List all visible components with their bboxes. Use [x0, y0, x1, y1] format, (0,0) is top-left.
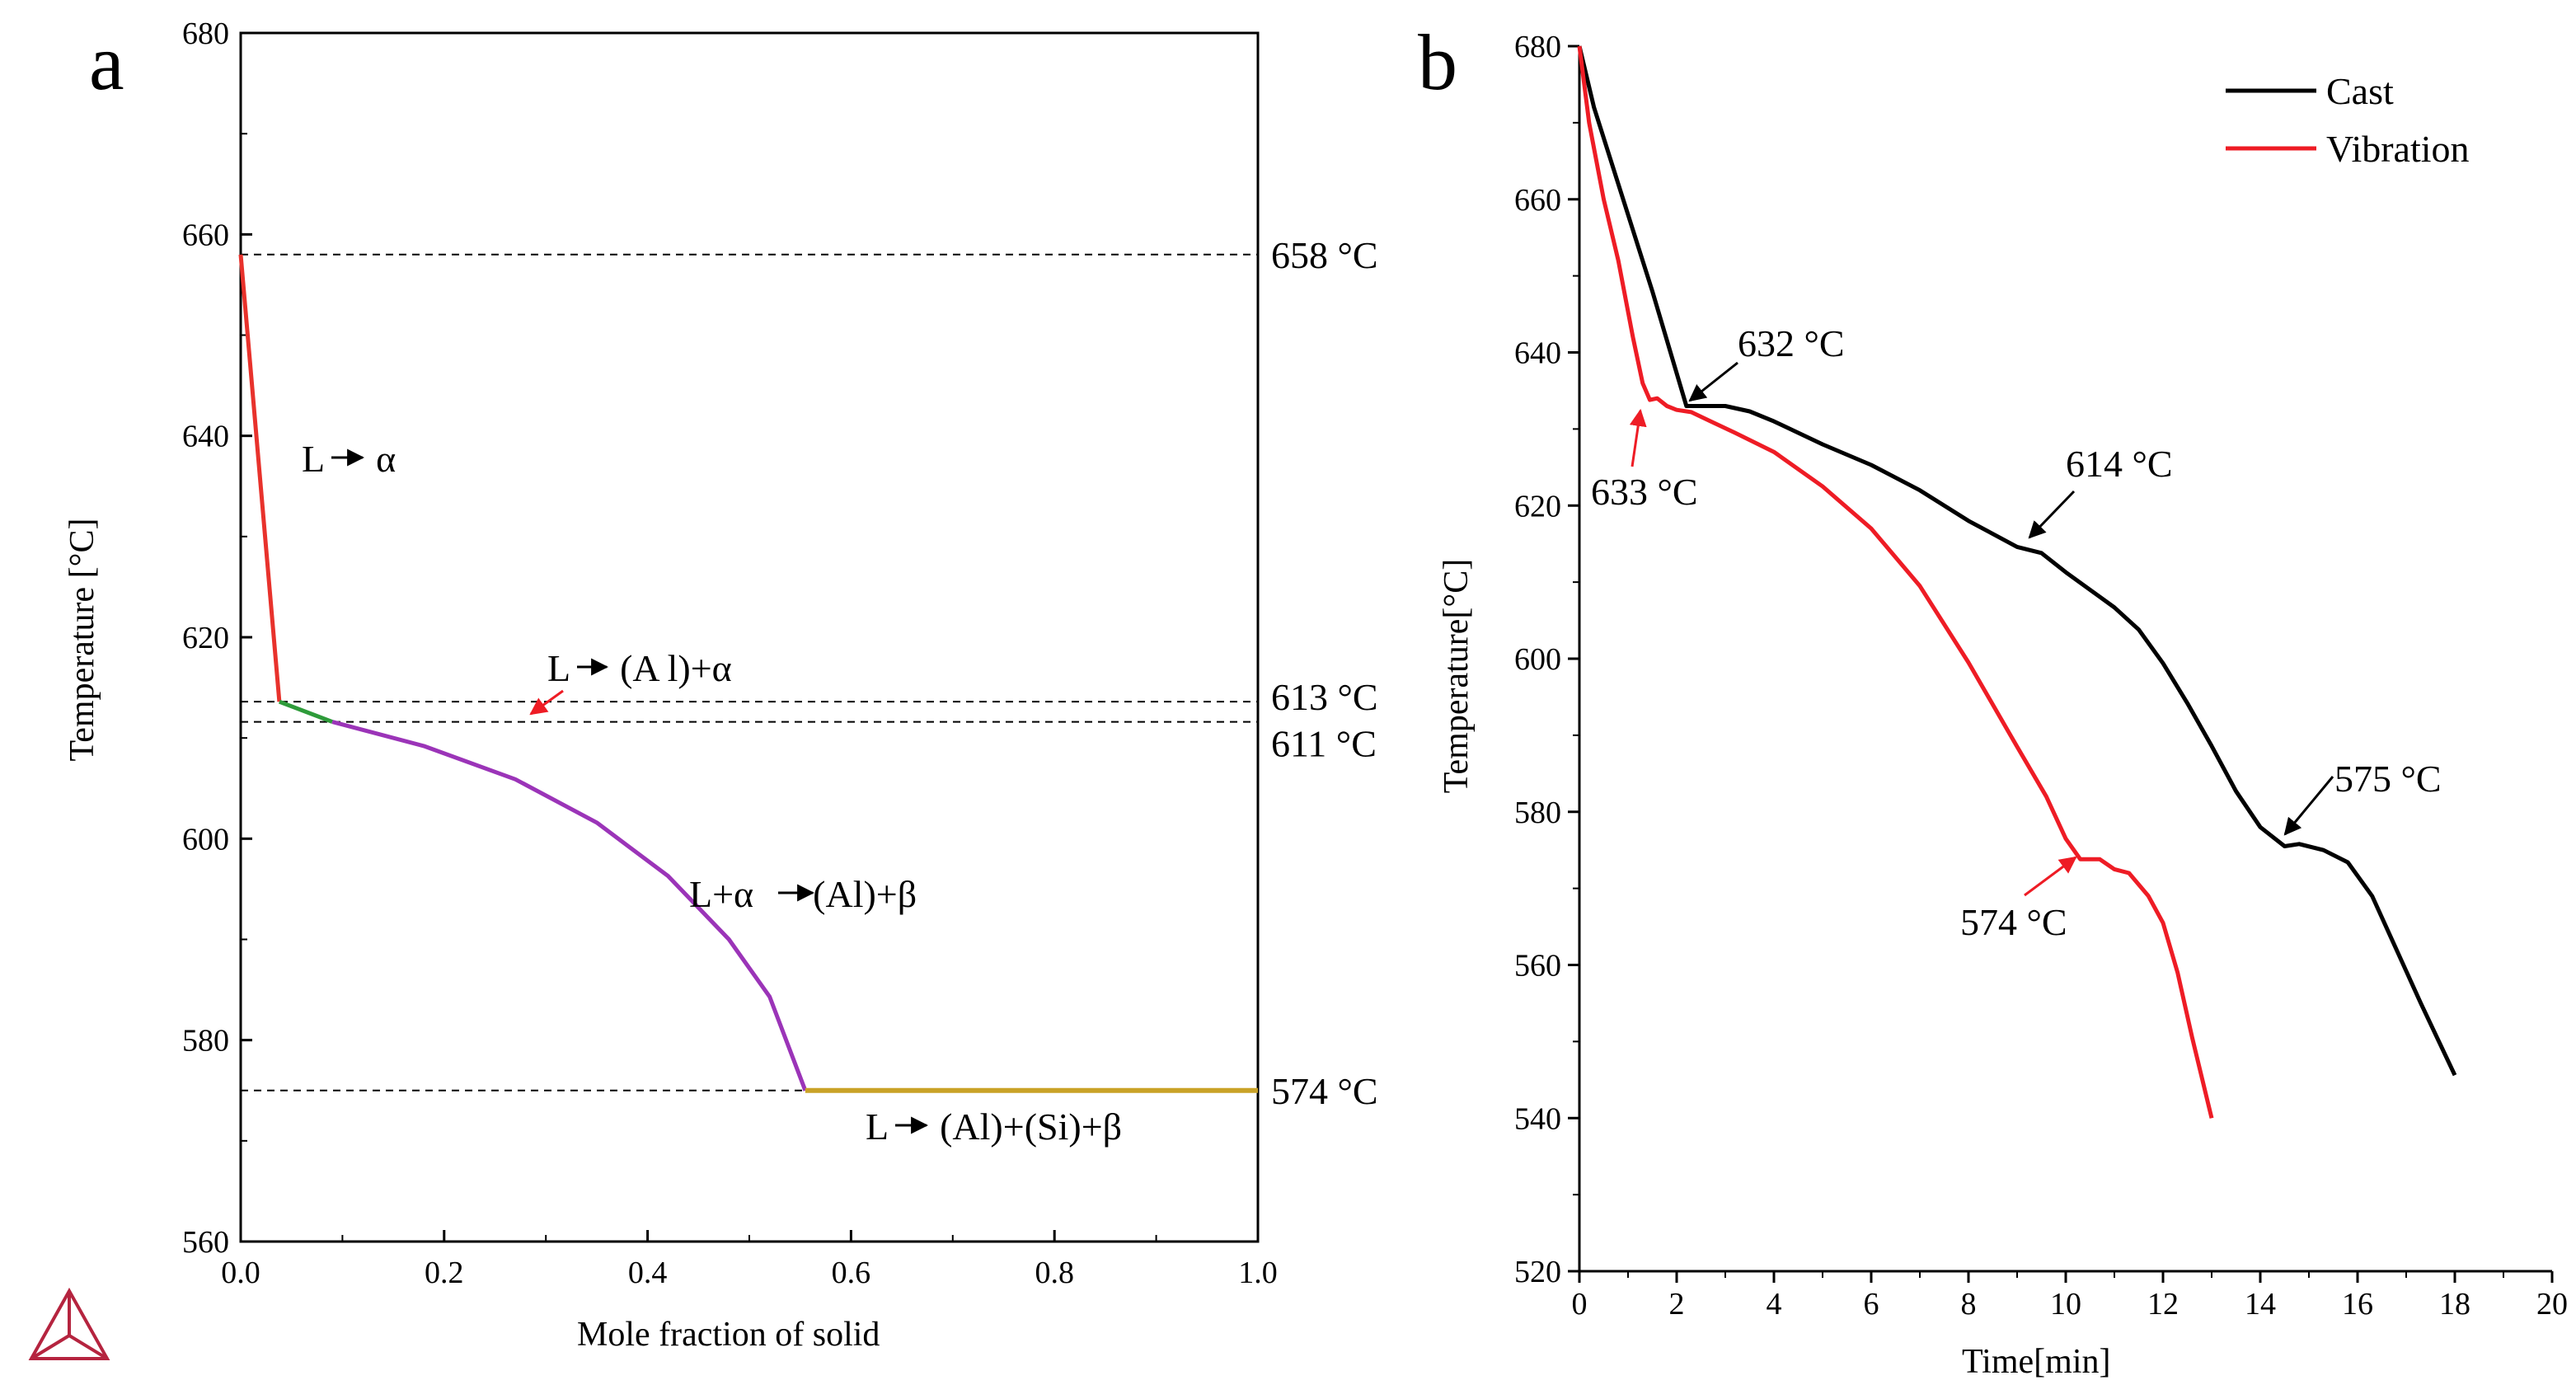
anno-l-al-alpha-post: (A l)+α	[620, 647, 732, 689]
panel-a-series-line	[279, 699, 333, 724]
anno-l-alpha-post: α	[376, 438, 396, 480]
anno-cast-614-arrow	[2028, 490, 2076, 539]
panel-a-x-tick-label: 0.8	[1035, 1256, 1074, 1290]
panel-a-reference-label: 611 °C	[1271, 723, 1377, 765]
panel-b-y-axis-label: Temperature[°C]	[1438, 559, 1476, 793]
anno-cast-614: 614 °C	[2066, 443, 2173, 485]
panel-a-y-tick-label: 640	[182, 420, 229, 454]
panel-a-series-line	[238, 254, 282, 702]
panel-a-y-axis-label: Temperature [°C]	[63, 519, 101, 762]
legend-label-vibration: Vibration	[2326, 128, 2470, 170]
anno-vib-574-arrow	[2024, 856, 2077, 897]
panel-b-y-tick-label: 660	[1514, 183, 1561, 218]
panel-b-y-tick-label: 640	[1514, 336, 1561, 371]
anno-l-al-si-beta-post: (Al)+(Si)+β	[940, 1106, 1122, 1148]
anno-cast-632: 632 °C	[1738, 322, 1845, 364]
panel-a-y-tick-label: 680	[182, 16, 229, 51]
panel-b-x-tick-label: 4	[1767, 1287, 1782, 1322]
panel-b-y-tick-label: 620	[1514, 489, 1561, 523]
panel-a-x-tick-label: 1.0	[1238, 1256, 1278, 1290]
panel-a-y-axis: 560 580 600 620 640 660 680	[182, 16, 252, 1260]
panel-b-x-tick-label: 16	[2342, 1287, 2373, 1322]
panel-a-series-line	[331, 720, 808, 1092]
panel-b-letter: b	[1418, 18, 1457, 106]
panel-a-y-tick-label: 600	[182, 822, 229, 857]
triangle-logo-icon	[28, 1287, 110, 1360]
anno-l-alpha-al-beta: L+α (Al)+β	[689, 873, 917, 915]
anno-l-alpha-pre: L	[302, 438, 325, 480]
panel-b-series-line-cast	[1577, 45, 2457, 1077]
panel-b-series-line-vibration	[1577, 45, 2214, 1119]
panel-b-y-tick-label: 680	[1514, 30, 1561, 64]
panel-a-x-tick-label: 0.4	[628, 1256, 668, 1290]
panel-a-x-tick-label: 0.6	[832, 1256, 871, 1290]
panel-a-reference-label: 574 °C	[1271, 1070, 1378, 1112]
panel-a-reference-label: 658 °C	[1271, 234, 1378, 276]
panel-b-x-tick-label: 20	[2536, 1287, 2568, 1322]
panel-a-y-tick-label: 660	[182, 218, 229, 252]
panel-a-y-tick-label: 560	[182, 1225, 229, 1260]
panel-b-x-tick-label: 10	[2050, 1287, 2081, 1322]
panel-a-y-tick-label: 580	[182, 1024, 229, 1059]
panel-b-y-tick-label: 580	[1514, 796, 1561, 830]
panel-b: b 520 540 560 580 600 620 640 660 680 0 2 4 6 8 10 12 1…	[1418, 18, 2568, 1381]
panel-b-x-tick-label: 18	[2439, 1287, 2470, 1322]
panel-b-y-tick-label: 560	[1514, 949, 1561, 984]
anno-l-al-si-beta-pre: L	[866, 1106, 889, 1148]
anno-cast-575-arrow	[2283, 776, 2334, 836]
anno-l-alpha-al-beta-pre: L+α	[689, 873, 753, 915]
panel-a-reference-lines: 658 °C 613 °C 611 °C 574 °C	[241, 234, 1378, 1112]
panel-b-x-axis-label: Time[min]	[1962, 1343, 2110, 1381]
panel-b-y-tick-label: 540	[1514, 1101, 1561, 1136]
panel-b-y-tick-label: 600	[1514, 642, 1561, 677]
anno-l-al-alpha: L (A l)+α	[547, 647, 732, 689]
panel-a-x-axis-label: Mole fraction of solid	[577, 1316, 880, 1354]
panel-b-x-tick-label: 6	[1864, 1287, 1879, 1322]
anno-vib-574: 574 °C	[1960, 901, 2067, 943]
panel-b-y-tick-label: 520	[1514, 1255, 1561, 1289]
panel-a-series	[238, 254, 1258, 1093]
legend-label-cast: Cast	[2326, 70, 2394, 112]
anno-l-alpha-al-beta-post: (Al)+β	[813, 873, 917, 915]
anno-l-al-si-beta: L (Al)+(Si)+β	[866, 1106, 1122, 1148]
panel-a-plot-frame	[239, 31, 1260, 1243]
panel-a-x-tick-label: 0.2	[425, 1256, 464, 1290]
panel-a-letter: a	[89, 18, 124, 106]
panel-b-series	[1577, 45, 2457, 1119]
panel-a-x-axis: 0.0 0.2 0.4 0.6 0.8 1.0	[221, 1230, 1278, 1290]
panel-b-x-axis: 0 2 4 6 8 10 12 14 16 18 20	[1572, 1271, 2568, 1322]
anno-cast-575: 575 °C	[2334, 758, 2442, 800]
panel-b-x-tick-label: 14	[2245, 1287, 2276, 1322]
panel-b-legend: Cast Vibration	[2226, 70, 2470, 170]
panel-b-x-tick-label: 8	[1961, 1287, 1977, 1322]
anno-l-al-alpha-pre: L	[547, 647, 570, 689]
panel-a-y-tick-label: 620	[182, 621, 229, 655]
panel-b-x-tick-label: 12	[2147, 1287, 2179, 1322]
anno-vib-633-arrow	[1629, 408, 1647, 467]
anno-vib-633: 633 °C	[1591, 471, 1698, 513]
panel-b-x-tick-label: 2	[1669, 1287, 1685, 1322]
panel-b-y-axis: 520 540 560 580 600 620 640 660 680	[1514, 30, 1579, 1289]
anno-cast-632-arrow	[1688, 361, 1738, 402]
anno-l-al-alpha-pointer	[529, 689, 564, 716]
panel-a-x-tick-label: 0.0	[221, 1256, 260, 1290]
panel-a-reference-label: 613 °C	[1271, 676, 1378, 718]
panel-b-x-tick-label: 0	[1572, 1287, 1588, 1322]
panel-a: a 560 580 600 620 640 660 680 0.0 0.2 0.4 0.6 0.8 1…	[28, 16, 1378, 1360]
